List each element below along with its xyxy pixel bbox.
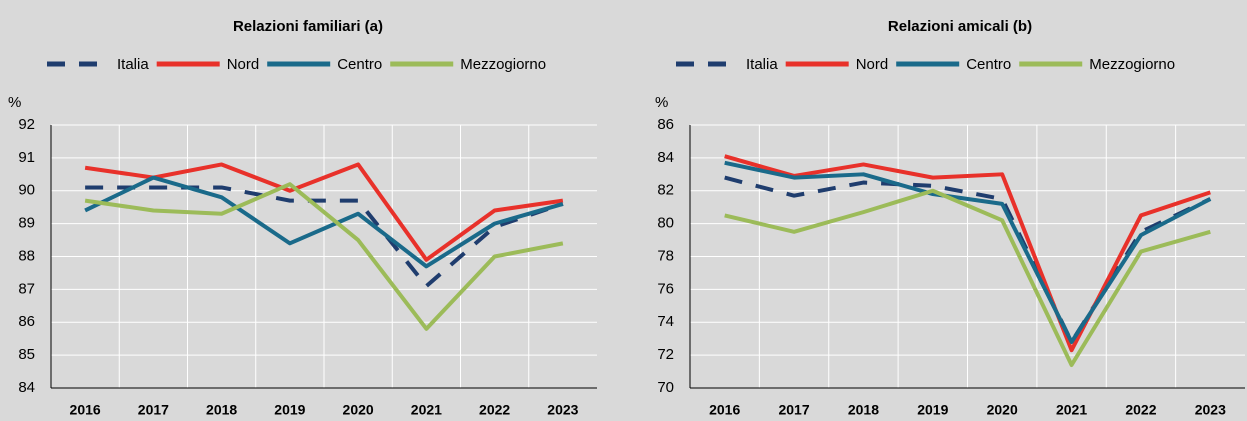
x-tick-label: 2023	[547, 402, 578, 418]
y-tick-label: 74	[657, 313, 674, 330]
y-tick-label: 76	[657, 280, 674, 297]
legend-label: Italia	[746, 56, 778, 73]
series-line	[724, 160, 1212, 344]
x-tick-label: 2017	[778, 402, 809, 418]
series-line	[724, 154, 1211, 353]
y-tick-label: 91	[18, 149, 35, 166]
chart-title: Relazioni amicali (b)	[888, 18, 1032, 35]
legend-label: Nord	[856, 56, 889, 73]
legend-label: Centro	[337, 56, 382, 73]
legend-label: Nord	[227, 56, 260, 73]
y-tick-label: 92	[18, 116, 35, 133]
x-tick-label: 2018	[848, 402, 879, 418]
series-line	[85, 185, 564, 289]
y-tick-label: 72	[657, 346, 674, 363]
x-tick-label: 2018	[206, 402, 237, 418]
y-tick-label: 84	[18, 379, 35, 396]
y-tick-label: 86	[657, 116, 674, 133]
y-unit: %	[8, 94, 21, 111]
y-tick-label: 88	[18, 247, 35, 264]
legend-label: Italia	[117, 56, 149, 73]
y-tick-label: 87	[18, 280, 35, 297]
y-unit: %	[655, 94, 668, 111]
chart-title: Relazioni familiari (a)	[233, 18, 383, 35]
y-tick-label: 78	[657, 247, 674, 264]
x-tick-label: 2016	[709, 402, 740, 418]
series-line	[84, 175, 564, 269]
x-tick-label: 2023	[1195, 402, 1226, 418]
x-tick-label: 2022	[1125, 402, 1156, 418]
x-tick-label: 2021	[411, 402, 442, 418]
y-tick-label: 90	[18, 182, 35, 199]
y-tick-label: 86	[18, 313, 35, 330]
x-tick-label: 2017	[138, 402, 169, 418]
x-tick-label: 2020	[343, 402, 374, 418]
series-line	[84, 182, 564, 331]
legend-label: Centro	[966, 56, 1011, 73]
y-tick-label: 82	[657, 182, 674, 199]
x-tick-label: 2016	[70, 402, 101, 418]
y-tick-label: 84	[657, 149, 674, 166]
legend-label: Mezzogiorno	[460, 56, 546, 73]
x-tick-label: 2020	[987, 402, 1018, 418]
x-tick-label: 2021	[1056, 402, 1087, 418]
x-tick-label: 2019	[274, 402, 305, 418]
x-tick-label: 2019	[917, 402, 948, 418]
y-tick-label: 89	[18, 215, 35, 232]
legend-label: Mezzogiorno	[1089, 56, 1175, 73]
x-tick-label: 2022	[479, 402, 510, 418]
y-tick-label: 70	[657, 379, 674, 396]
series-line	[84, 162, 564, 262]
series-line	[724, 188, 1211, 367]
y-tick-label: 85	[18, 346, 35, 363]
y-tick-label: 80	[657, 215, 674, 232]
